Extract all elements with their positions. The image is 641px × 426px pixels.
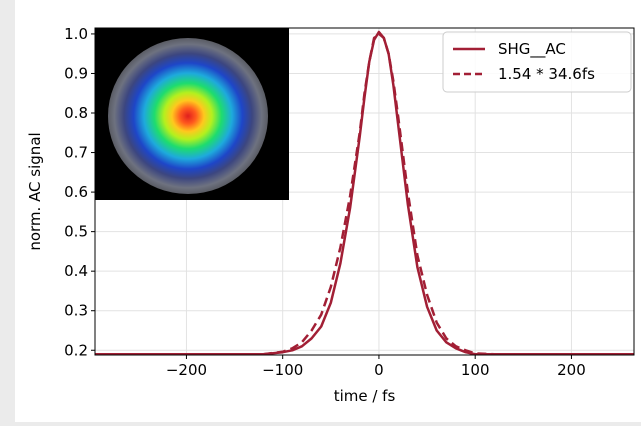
beam-profile-image — [95, 28, 289, 200]
x-tick-label: −200 — [166, 361, 207, 379]
y-axis-label: norm. AC signal — [26, 132, 44, 250]
legend-label: SHG__AC — [498, 40, 566, 59]
series-line-shg-ac — [95, 30, 634, 355]
y-tick-label: 0.4 — [64, 262, 88, 280]
x-tick-label: 100 — [461, 361, 490, 379]
y-tick-label: 1.0 — [64, 25, 88, 43]
x-axis-label: time / fs — [334, 387, 396, 405]
legend: SHG__AC 1.54 * 34.6fs — [442, 31, 632, 93]
series-line-fit — [95, 32, 634, 355]
y-tick-label: 0.8 — [64, 104, 88, 122]
y-tick-label: 0.2 — [64, 341, 88, 359]
x-tick-label: 200 — [557, 361, 586, 379]
y-tick-label: 0.7 — [64, 144, 88, 162]
plot-frame — [94, 27, 635, 356]
legend-box — [442, 31, 632, 93]
y-tick-label: 0.5 — [64, 223, 88, 241]
y-tick-label: 0.9 — [64, 64, 88, 82]
y-tick-label: 0.3 — [64, 302, 88, 320]
figure-frame: −200 −100 0 100 200 0.2 0.3 0.4 0.5 0.6 0.7 0.8 0.9 1… — [15, 0, 641, 422]
ac-chart: −200 −100 0 100 200 0.2 0.3 0.4 0.5 0.6 0.7 0.8 0.9 1… — [26, 25, 635, 405]
y-tick-label: 0.6 — [64, 183, 88, 201]
legend-label: 1.54 * 34.6fs — [498, 65, 595, 83]
x-tick-label: 0 — [374, 361, 384, 379]
x-tick-label: −100 — [262, 361, 303, 379]
